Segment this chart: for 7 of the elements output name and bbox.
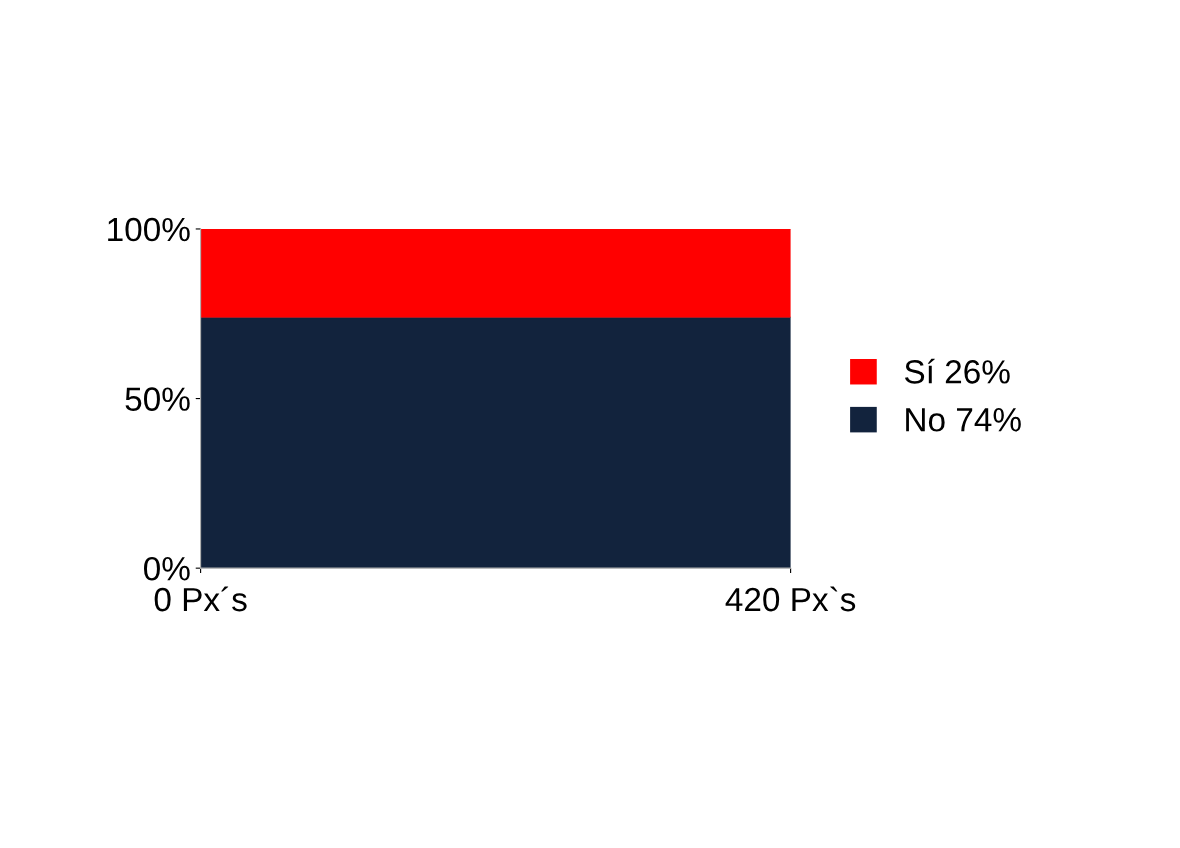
x-tick-label: 420 Px`s <box>725 586 856 612</box>
legend-label: Sí 26% <box>904 358 1010 384</box>
legend-label: No 74% <box>906 408 1021 432</box>
y-tick-label: 0% <box>144 556 190 581</box>
x-tick-label: 0 Px´s <box>154 586 247 612</box>
y-tick-label: 50% <box>125 387 190 411</box>
y-tick-label: 100% <box>108 217 190 242</box>
